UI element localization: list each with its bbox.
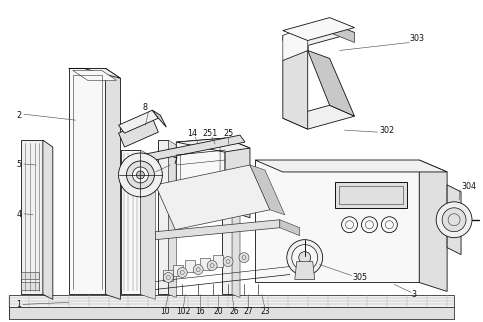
Polygon shape	[21, 140, 43, 294]
Polygon shape	[118, 110, 158, 133]
Text: 2: 2	[16, 111, 22, 120]
Circle shape	[223, 257, 233, 267]
Polygon shape	[121, 150, 141, 294]
Text: 102: 102	[176, 307, 190, 316]
Circle shape	[361, 217, 377, 233]
Polygon shape	[185, 260, 195, 271]
Polygon shape	[255, 160, 419, 282]
Polygon shape	[255, 160, 447, 172]
Circle shape	[436, 202, 472, 238]
Polygon shape	[295, 261, 315, 279]
Text: 4: 4	[16, 210, 21, 219]
Polygon shape	[21, 271, 39, 279]
Polygon shape	[283, 105, 355, 129]
Polygon shape	[213, 255, 223, 267]
Polygon shape	[73, 71, 116, 80]
Polygon shape	[232, 148, 240, 298]
Text: 251: 251	[202, 128, 218, 137]
Circle shape	[382, 217, 398, 233]
Polygon shape	[222, 148, 232, 294]
Polygon shape	[173, 265, 183, 277]
Polygon shape	[152, 110, 166, 127]
Polygon shape	[176, 138, 225, 213]
Circle shape	[163, 272, 173, 282]
Text: 304: 304	[461, 182, 476, 191]
Text: 26: 26	[229, 307, 239, 316]
Circle shape	[299, 251, 311, 263]
Polygon shape	[308, 51, 355, 116]
Polygon shape	[419, 160, 447, 291]
Polygon shape	[21, 282, 39, 290]
Text: 23: 23	[260, 307, 270, 316]
Text: 8: 8	[143, 103, 148, 112]
Polygon shape	[69, 68, 106, 294]
Text: 10: 10	[160, 307, 170, 316]
Polygon shape	[163, 270, 173, 281]
Polygon shape	[106, 68, 121, 299]
Polygon shape	[335, 182, 407, 208]
Text: 3: 3	[412, 290, 417, 299]
Circle shape	[127, 161, 155, 189]
Circle shape	[193, 265, 203, 275]
Polygon shape	[283, 18, 355, 41]
Circle shape	[287, 240, 323, 276]
Text: 5: 5	[16, 160, 22, 169]
Polygon shape	[43, 140, 53, 299]
Circle shape	[207, 260, 217, 270]
Polygon shape	[9, 295, 454, 308]
Polygon shape	[141, 150, 156, 299]
Polygon shape	[250, 165, 285, 215]
Circle shape	[132, 167, 148, 183]
Polygon shape	[156, 220, 280, 240]
Circle shape	[442, 208, 466, 232]
Text: 303: 303	[410, 34, 425, 43]
Polygon shape	[283, 23, 355, 45]
Text: 7: 7	[173, 157, 178, 166]
Circle shape	[239, 252, 249, 262]
Polygon shape	[168, 140, 176, 298]
Polygon shape	[283, 25, 308, 61]
Polygon shape	[329, 23, 355, 43]
Polygon shape	[69, 68, 121, 78]
Text: 302: 302	[380, 126, 395, 135]
Polygon shape	[9, 308, 454, 319]
Text: 25: 25	[223, 128, 233, 137]
Circle shape	[118, 153, 162, 197]
Text: 27: 27	[243, 307, 253, 316]
Text: 1: 1	[16, 300, 21, 309]
Text: 16: 16	[195, 307, 205, 316]
Polygon shape	[200, 258, 210, 270]
Text: 14: 14	[187, 128, 197, 137]
Polygon shape	[158, 140, 168, 294]
Polygon shape	[280, 220, 300, 236]
Polygon shape	[447, 185, 461, 255]
Polygon shape	[156, 165, 270, 230]
Circle shape	[177, 268, 187, 278]
Polygon shape	[283, 51, 308, 129]
Circle shape	[292, 245, 318, 270]
Polygon shape	[225, 138, 250, 218]
Text: 20: 20	[213, 307, 223, 316]
Polygon shape	[141, 135, 245, 162]
Circle shape	[341, 217, 357, 233]
Polygon shape	[176, 138, 250, 152]
Text: 305: 305	[352, 273, 367, 282]
Polygon shape	[283, 35, 308, 51]
Polygon shape	[118, 118, 158, 147]
Circle shape	[137, 171, 144, 179]
